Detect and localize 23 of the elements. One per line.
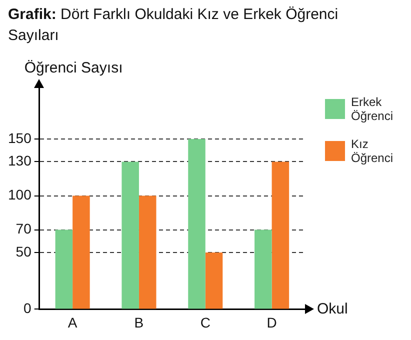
x-tick-label: D: [266, 314, 277, 330]
y-tick-label: 100: [8, 186, 32, 203]
bar: [72, 196, 90, 309]
bar: [188, 139, 206, 309]
y-axis-title: Öğrenci Sayısı: [24, 60, 123, 77]
y-tick-label: 0: [24, 300, 32, 316]
y-tick-label: 150: [8, 130, 32, 146]
x-axis-title: Okul: [317, 300, 348, 318]
x-tick-label: B: [134, 314, 144, 330]
x-tick-label: A: [68, 314, 78, 330]
bar: [254, 230, 272, 309]
x-tick-label: C: [200, 314, 210, 330]
y-tick-label: 130: [8, 152, 32, 169]
bar: [55, 230, 73, 309]
bar: [122, 162, 139, 309]
bar: [272, 162, 290, 309]
legend-label: Kız Öğrenci: [351, 137, 394, 165]
legend-label: Erkek Öğrenci: [351, 95, 394, 123]
bar: [138, 196, 156, 309]
chart-title: Grafik: Dört Farklı Okuldaki Kız ve Erkek Öğrenci Sayıları: [8, 5, 340, 46]
y-tick-label: 70: [16, 220, 32, 237]
y-tick-label: 50: [16, 243, 32, 260]
bar: [205, 252, 223, 309]
